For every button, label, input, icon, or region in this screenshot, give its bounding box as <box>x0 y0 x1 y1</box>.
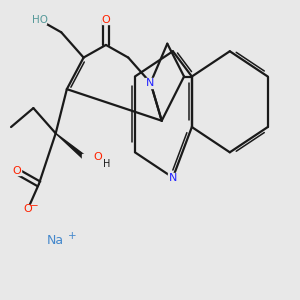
Text: O: O <box>23 204 32 214</box>
Bar <box>13 167 21 176</box>
Text: N: N <box>146 78 155 88</box>
Bar <box>32 15 46 24</box>
Text: HO: HO <box>32 15 48 25</box>
Text: O: O <box>101 15 110 25</box>
Bar <box>24 205 32 213</box>
Text: O: O <box>93 152 102 162</box>
Bar <box>102 16 110 24</box>
Text: Na: Na <box>47 234 64 247</box>
Text: N: N <box>169 172 177 183</box>
Text: H: H <box>103 159 110 169</box>
Bar <box>168 173 178 182</box>
Text: −: − <box>30 201 39 211</box>
Text: +: + <box>68 231 77 241</box>
Polygon shape <box>56 134 87 160</box>
Bar <box>146 78 156 88</box>
Bar <box>82 154 90 163</box>
Text: O: O <box>12 166 21 176</box>
